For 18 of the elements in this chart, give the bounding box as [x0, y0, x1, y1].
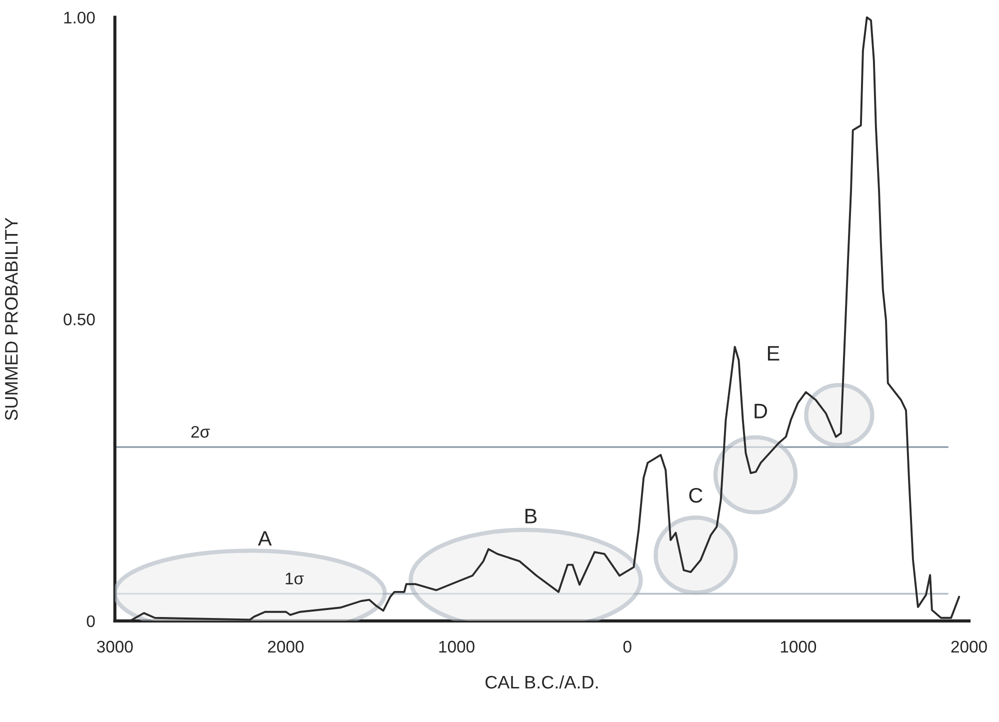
y-tick-label: 0.50	[64, 314, 95, 326]
x-tick-label: 2000	[951, 640, 987, 653]
x-tick-label: 1000	[780, 640, 816, 653]
x-tick-label: 2000	[268, 640, 304, 653]
ref-line-label: 1σ	[286, 572, 304, 584]
annotation: C	[689, 488, 702, 503]
y-axis-title: SUMMED PROBABILITY	[4, 218, 18, 420]
y-tick-label: 0	[86, 615, 95, 628]
x-axis-title: CAL B.C./A.D.	[486, 675, 598, 689]
annotation: A	[258, 531, 272, 546]
annotation: B	[525, 508, 537, 524]
annotation: D	[754, 404, 768, 418]
x-tick-label: 3000	[96, 640, 133, 653]
ref-line-label: 2σ	[191, 426, 210, 438]
annotation: E	[768, 346, 780, 360]
x-tick-label: 1000	[439, 640, 474, 653]
y-tick-label: 1.00	[64, 12, 95, 24]
x-tick-label: 0	[623, 640, 632, 653]
